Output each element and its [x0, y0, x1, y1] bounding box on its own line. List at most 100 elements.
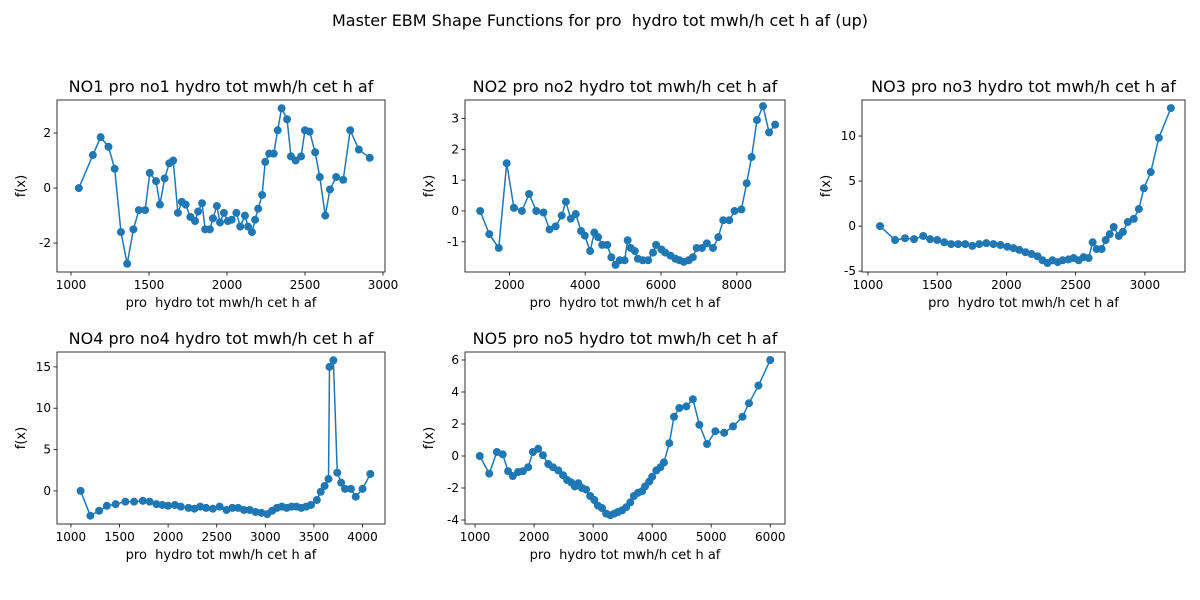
data-point: [551, 222, 560, 231]
data-point: [273, 126, 282, 135]
plot-area: [475, 356, 775, 520]
data-point: [1109, 222, 1118, 231]
data-point: [215, 502, 224, 511]
y-tick-label: 0: [43, 181, 51, 195]
data-point: [1129, 214, 1138, 223]
data-point: [297, 152, 306, 161]
axes-frame: [861, 99, 1186, 273]
subplot-title: NO1 pro no1 hydro tot mwh/h cet h af: [69, 77, 374, 96]
data-point: [332, 173, 341, 182]
data-point: [158, 500, 167, 509]
x-tick-label: 2000: [212, 278, 243, 292]
data-point: [485, 230, 494, 239]
x-axis-label: pro hydro tot mwh/h cet h af: [126, 548, 317, 563]
plot-area: [74, 104, 374, 268]
x-tick-label: 1500: [134, 278, 165, 292]
data-point: [219, 208, 228, 217]
data-point: [525, 190, 534, 199]
data-point: [95, 506, 104, 515]
data-point: [346, 126, 355, 135]
data-point: [315, 173, 324, 182]
data-point: [104, 142, 113, 151]
data-point: [365, 153, 374, 162]
data-point: [1015, 245, 1024, 254]
y-tick-label: 5: [848, 174, 856, 188]
data-point: [329, 356, 338, 365]
data-point: [164, 501, 173, 510]
data-point: [173, 208, 182, 217]
data-point: [258, 190, 267, 199]
x-tick-label: 2000: [519, 530, 550, 544]
data-point: [316, 487, 325, 496]
x-tick-label: 2500: [1060, 278, 1091, 292]
data-point: [240, 211, 249, 220]
data-point: [603, 240, 612, 249]
data-point: [737, 205, 746, 214]
data-point: [96, 133, 105, 142]
data-point: [557, 211, 566, 220]
y-tick-label: 1: [451, 173, 459, 187]
data-point: [752, 116, 761, 125]
data-point: [532, 206, 541, 215]
x-tick-label: 1500: [922, 278, 953, 292]
subplot: 1000 1500 2000 2500 3000 -2 0 2 NO1 pro no1 hydr…: [14, 77, 398, 311]
data-point: [901, 234, 910, 243]
data-point: [130, 497, 139, 506]
data-point: [121, 497, 130, 506]
data-point: [1154, 133, 1163, 142]
data-point: [594, 233, 603, 242]
data-point: [1101, 236, 1110, 245]
x-tick-label: 4000: [347, 530, 378, 544]
data-point: [307, 500, 316, 509]
data-point: [325, 185, 334, 194]
data-point: [152, 177, 161, 186]
data-point: [1097, 245, 1106, 254]
data-point: [1003, 242, 1012, 251]
data-point: [539, 208, 548, 217]
data-point: [123, 259, 132, 268]
data-point: [754, 381, 763, 390]
data-point: [181, 200, 190, 209]
y-axis-label: f(x): [819, 175, 834, 197]
data-point: [1084, 254, 1093, 263]
y-tick-label: 5: [43, 443, 51, 457]
data-point: [1105, 230, 1114, 239]
data-point: [968, 241, 977, 250]
x-tick-label: 3500: [299, 530, 330, 544]
figure-title: Master EBM Shape Functions for pro hydro…: [332, 11, 868, 30]
data-point: [247, 228, 256, 237]
data-point: [766, 356, 775, 364]
y-tick-label: 2: [43, 126, 51, 140]
data-point: [703, 440, 712, 448]
data-point: [176, 502, 185, 511]
data-point: [652, 240, 661, 249]
y-tick-label: 0: [451, 449, 459, 463]
y-tick-label: 2: [451, 417, 459, 431]
data-point: [675, 404, 684, 412]
data-point: [339, 175, 348, 184]
data-point: [607, 253, 616, 262]
y-axis-label: f(x): [14, 427, 29, 449]
axes-frame: [56, 351, 386, 525]
data-point: [191, 217, 200, 226]
y-tick-label: 0: [43, 484, 51, 498]
data-point: [325, 362, 334, 371]
x-tick-label: 1000: [56, 278, 87, 292]
data-point: [311, 148, 320, 157]
data-point: [534, 444, 543, 453]
data-point: [644, 256, 653, 265]
data-point: [714, 233, 723, 242]
data-point: [665, 439, 674, 448]
data-point: [708, 243, 717, 252]
data-point: [202, 503, 211, 512]
data-point: [571, 210, 580, 219]
subplot: 1000 1500 2000 2500 3000 3500 4000 0 5 10 15 NO4 pr…: [14, 329, 386, 563]
data-point: [312, 496, 321, 505]
x-tick-label: 5000: [696, 530, 727, 544]
data-point: [1166, 104, 1175, 113]
data-point: [205, 225, 214, 234]
x-tick-label: 2000: [991, 278, 1022, 292]
data-point: [152, 500, 161, 509]
subplot: 1000 1500 2000 2500 3000 -5 0 5 10 NO3 pro no3 hy…: [819, 77, 1186, 311]
data-point: [346, 484, 355, 493]
